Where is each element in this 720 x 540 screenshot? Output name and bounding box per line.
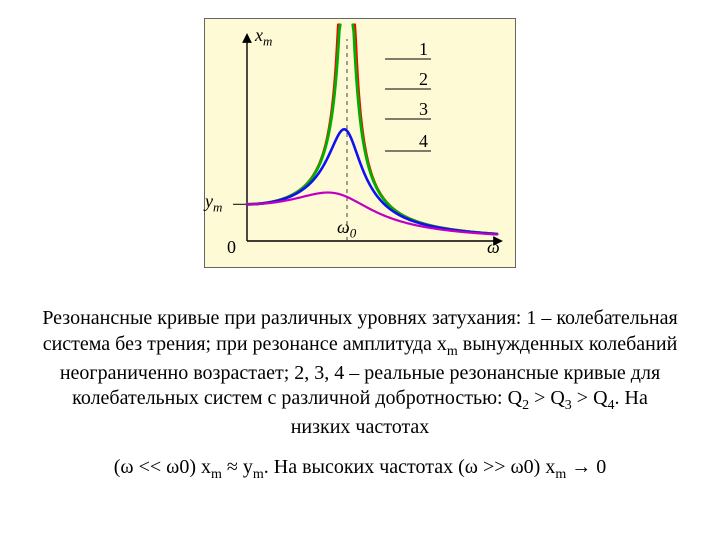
svg-text:1: 1 xyxy=(419,39,428,59)
axis-label-origin: 0 xyxy=(227,237,236,258)
axis-label-w: ω xyxy=(487,237,500,258)
chart-canvas: 1 2 3 4 xyxy=(205,19,515,267)
caption-paragraph-2: (ω << ω0) xm ≈ ym. На высоких частотах (… xyxy=(40,455,680,484)
axis-label-ym: ym xyxy=(205,191,222,216)
caption: Резонансные кривые при различных уровнях… xyxy=(40,306,680,498)
caption-paragraph-1: Резонансные кривые при различных уровнях… xyxy=(40,306,680,441)
svg-text:3: 3 xyxy=(419,99,428,119)
resonance-chart: 1 2 3 4 xm ym 0 ω0 ω xyxy=(204,18,516,268)
svg-text:2: 2 xyxy=(419,69,428,89)
axis-label-xm: xm xyxy=(255,25,272,50)
svg-text:4: 4 xyxy=(419,131,428,151)
axis-label-w0: ω0 xyxy=(337,217,356,242)
